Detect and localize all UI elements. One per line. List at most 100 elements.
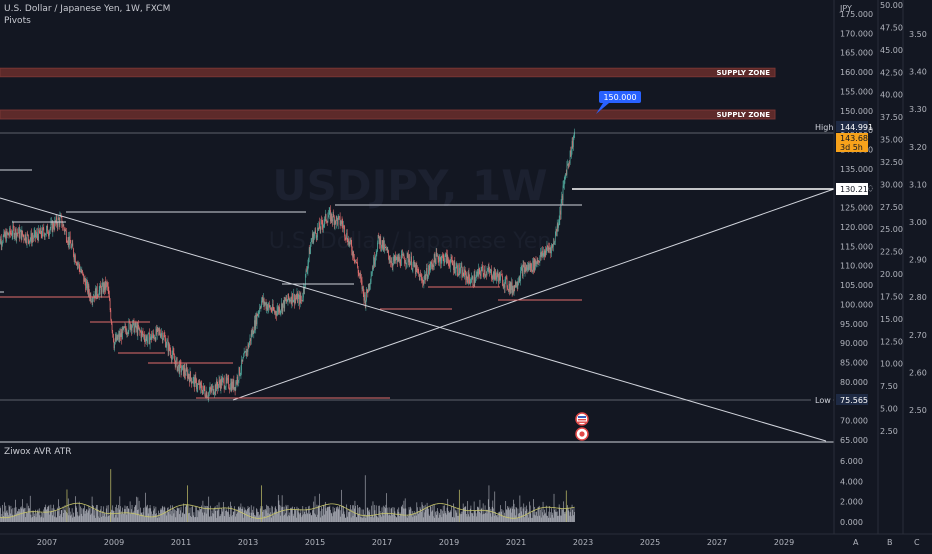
japan-flag-event-icon[interactable] (576, 428, 588, 440)
candle-body (150, 334, 151, 338)
candle-body (265, 303, 266, 304)
pivots-indicator-label[interactable]: Pivots (4, 16, 31, 26)
candle-body (72, 244, 73, 246)
candle-body (545, 251, 546, 255)
candle-body (384, 241, 385, 250)
candle-body (333, 214, 334, 221)
candle-body (316, 233, 317, 237)
candle-body (65, 230, 66, 231)
candle-body (83, 274, 84, 282)
candle-body (366, 289, 367, 300)
candle-body (23, 235, 24, 238)
candle-body (561, 196, 562, 203)
candle-body (179, 362, 180, 373)
candle-body (456, 267, 457, 272)
candle-body (497, 273, 498, 276)
candle-body (11, 233, 12, 234)
candle-body (170, 350, 171, 352)
candle-body (38, 236, 39, 241)
candle-body (63, 225, 64, 227)
candle-body (226, 377, 227, 380)
candle-body (43, 228, 44, 229)
time-tick-label: 2019 (439, 538, 459, 547)
candle-body (295, 298, 296, 299)
candle-body (566, 174, 567, 175)
candle-body (558, 224, 559, 227)
scale-letter-a[interactable]: A (853, 538, 859, 547)
candle-body (147, 340, 148, 343)
candle-body (321, 220, 322, 221)
level-price-tag[interactable]: 130.218 (836, 183, 873, 195)
candle-body (229, 388, 230, 389)
candle-body (195, 377, 196, 379)
candle-body (107, 283, 108, 284)
current-price-tag[interactable]: 143.683 3d 5h (836, 133, 873, 152)
candle-body (574, 135, 575, 138)
candle-body (168, 344, 169, 352)
candle-body (326, 222, 327, 223)
candle-body (336, 216, 337, 223)
candle-body (18, 233, 19, 234)
price-tick-label: 90.000 (840, 339, 868, 348)
price-tick-label: 125.000 (840, 204, 873, 213)
candle-body (58, 218, 59, 219)
candle-body (208, 393, 209, 398)
candle-body (272, 304, 273, 311)
candle-body (550, 249, 551, 254)
candle-body (196, 379, 197, 389)
candle-body (77, 263, 78, 265)
candle-body (36, 235, 37, 237)
candle-body (101, 288, 102, 294)
candle-body (78, 263, 79, 264)
candle-body (405, 263, 406, 264)
candle-body (174, 359, 175, 361)
scale-letter-b[interactable]: B (887, 538, 893, 547)
candle-body (469, 278, 470, 283)
candle-body (152, 333, 153, 337)
candle-body (522, 268, 523, 277)
candle-body (352, 252, 353, 256)
candle-body (159, 330, 160, 331)
price-tick-label: 110.000 (840, 262, 873, 271)
candle-body (141, 332, 142, 338)
candle-body (199, 383, 200, 384)
candle-body (219, 380, 220, 383)
candle-body (371, 274, 372, 277)
candle-body (132, 327, 133, 331)
candle-body (234, 387, 235, 390)
candle-body (473, 285, 474, 286)
candle-body (120, 333, 121, 337)
candle-body (190, 372, 191, 382)
candle-body (527, 265, 528, 270)
candle-body (572, 141, 573, 151)
candle-body (271, 308, 272, 310)
candle-body (512, 282, 513, 292)
time-tick-label: 2025 (640, 538, 660, 547)
scale-b-tick-label: 37.50 (880, 113, 903, 122)
candle-body (430, 267, 431, 271)
candle-body (227, 378, 228, 380)
us-flag-event-icon[interactable] (576, 413, 588, 425)
candle-body (380, 237, 381, 244)
candle-body (14, 235, 15, 237)
candle-body (260, 308, 261, 309)
atr-indicator-label[interactable]: Ziwox AVR ATR (4, 447, 72, 457)
candle-body (289, 299, 290, 300)
candle-body (505, 279, 506, 288)
price-tick-label: 70.000 (840, 417, 868, 426)
scale-c-tick-label: 3.20 (909, 143, 927, 152)
candle-body (288, 294, 289, 301)
candle-body (254, 320, 255, 333)
time-tick-label: 2021 (506, 538, 526, 547)
candle-body (223, 379, 224, 380)
candle-body (210, 388, 211, 392)
candle-body (186, 368, 187, 371)
candle-body (396, 257, 397, 259)
scale-letter-c[interactable]: C (914, 538, 920, 547)
price-tick-label: 175.000 (840, 10, 873, 19)
symbol-title[interactable]: U.S. Dollar / Japanese Yen, 1W, FXCM (4, 4, 170, 14)
candle-body (512, 290, 513, 293)
candle-body (455, 272, 456, 273)
candle-body (28, 235, 29, 240)
